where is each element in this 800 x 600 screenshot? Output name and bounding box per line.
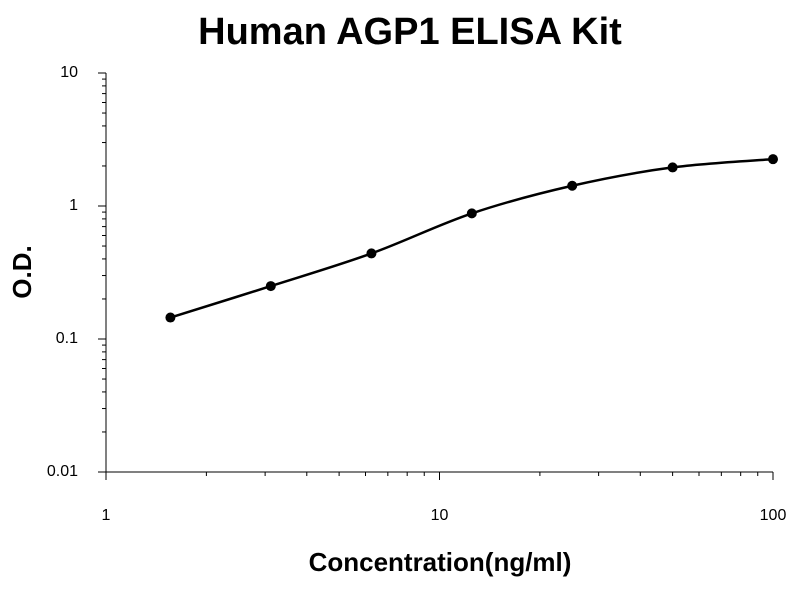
y-tick-label: 10 [60, 64, 78, 81]
fit-curve [170, 157, 774, 319]
x-tick-label: 1 [102, 507, 111, 524]
data-point [667, 162, 678, 173]
x-tick-label: 100 [760, 507, 787, 524]
data-point [265, 281, 276, 292]
y-tick-label: 1 [69, 197, 78, 214]
data-point [567, 180, 578, 191]
data-point [366, 248, 377, 259]
y-axis-label: O.D. [7, 245, 37, 298]
y-tick-label: 0.01 [47, 463, 78, 480]
y-tick-label: 0.1 [56, 330, 78, 347]
data-point [466, 208, 477, 219]
x-axis-label: Concentration(ng/ml) [309, 547, 572, 577]
data-point [768, 154, 778, 165]
chart-title: Human AGP1 ELISA Kit [198, 11, 622, 53]
x-tick-label: 10 [431, 507, 449, 524]
data-point [165, 312, 176, 323]
